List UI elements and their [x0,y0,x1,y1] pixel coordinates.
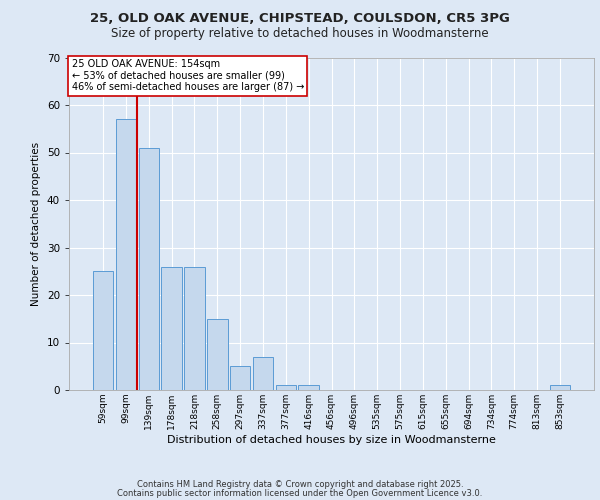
Text: Size of property relative to detached houses in Woodmansterne: Size of property relative to detached ho… [111,28,489,40]
Bar [253,357,273,390]
X-axis label: Distribution of detached houses by size in Woodmansterne: Distribution of detached houses by size … [167,434,496,444]
Bar [93,271,113,390]
Bar [275,385,296,390]
Bar [298,385,319,390]
Bar [207,319,227,390]
Text: 25 OLD OAK AVENUE: 154sqm
← 53% of detached houses are smaller (99)
46% of semi-: 25 OLD OAK AVENUE: 154sqm ← 53% of detac… [71,59,304,92]
Bar [184,266,205,390]
Y-axis label: Number of detached properties: Number of detached properties [31,142,41,306]
Text: 25, OLD OAK AVENUE, CHIPSTEAD, COULSDON, CR5 3PG: 25, OLD OAK AVENUE, CHIPSTEAD, COULSDON,… [90,12,510,26]
Bar [116,119,136,390]
Text: Contains HM Land Registry data © Crown copyright and database right 2025.: Contains HM Land Registry data © Crown c… [137,480,463,489]
Bar [161,266,182,390]
Text: Contains public sector information licensed under the Open Government Licence v3: Contains public sector information licen… [118,488,482,498]
Bar [550,385,570,390]
Bar [139,148,159,390]
Bar [230,366,250,390]
